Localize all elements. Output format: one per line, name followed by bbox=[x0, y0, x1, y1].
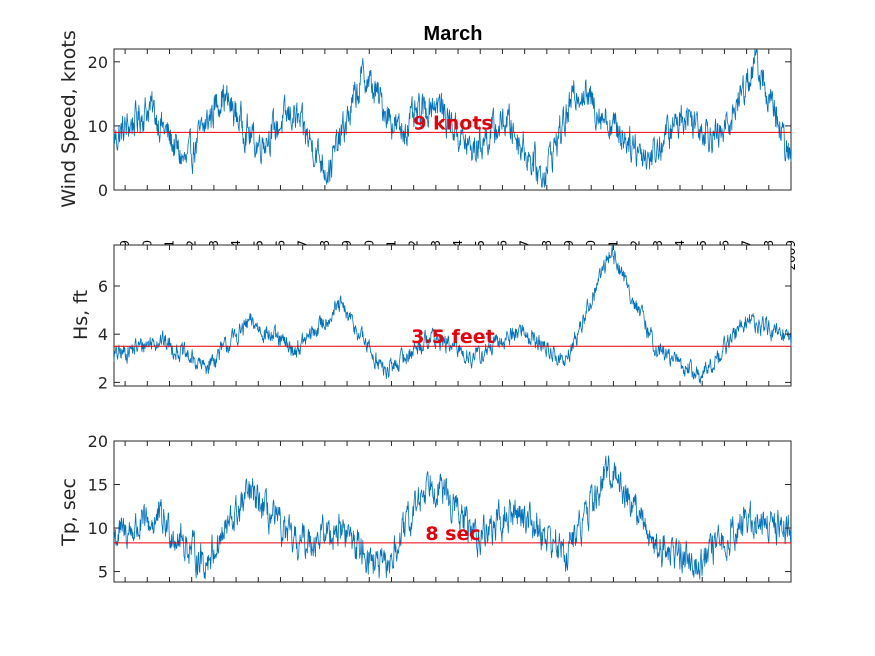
wind-speed-reference-group: 9 knots bbox=[114, 112, 791, 134]
wind-speed-ylabel: Wind Speed, knots bbox=[58, 30, 80, 207]
y-tick-label: 0 bbox=[98, 181, 108, 200]
reference-label: 9 knots bbox=[413, 112, 492, 134]
y-tick-label: 20 bbox=[88, 432, 108, 451]
wind-speed-axes bbox=[113, 48, 792, 191]
y-tick-label: 2 bbox=[98, 373, 108, 392]
tp-series-group bbox=[113, 455, 792, 580]
y-tick-label: 20 bbox=[88, 53, 108, 72]
hs-series-group bbox=[113, 245, 792, 384]
hs-ylabel: Hs, ft bbox=[70, 290, 92, 340]
y-tick-label: 5 bbox=[98, 563, 108, 582]
y-tick-label: 4 bbox=[98, 325, 108, 344]
y-tick-label: 6 bbox=[98, 277, 108, 296]
wind-speed-yticks: 0 10 20 bbox=[88, 49, 792, 200]
y-tick-label: 15 bbox=[88, 476, 108, 495]
series-line bbox=[113, 245, 792, 384]
reference-label: 3.5 feet bbox=[411, 326, 494, 348]
hs-reference-group: 3.5 feet bbox=[114, 326, 791, 348]
reference-label: 8 sec bbox=[425, 523, 480, 545]
series-line bbox=[113, 455, 792, 580]
y-tick-label: 10 bbox=[88, 519, 108, 538]
hs-axes bbox=[113, 244, 792, 387]
tp-panel: 8 sec 5 10 15 20 Tp, sec bbox=[58, 432, 792, 583]
hs-panel: 3.5 feet 2 4 6 Hs, ft bbox=[70, 244, 792, 392]
chart-title: March bbox=[424, 23, 483, 45]
y-tick-label: 10 bbox=[88, 117, 108, 136]
tp-yticks: 5 10 15 20 bbox=[88, 432, 792, 582]
tp-reference-group: 8 sec bbox=[114, 523, 791, 545]
hs-yticks: 2 4 6 bbox=[98, 245, 792, 392]
tp-ylabel: Tp, sec bbox=[58, 478, 80, 547]
